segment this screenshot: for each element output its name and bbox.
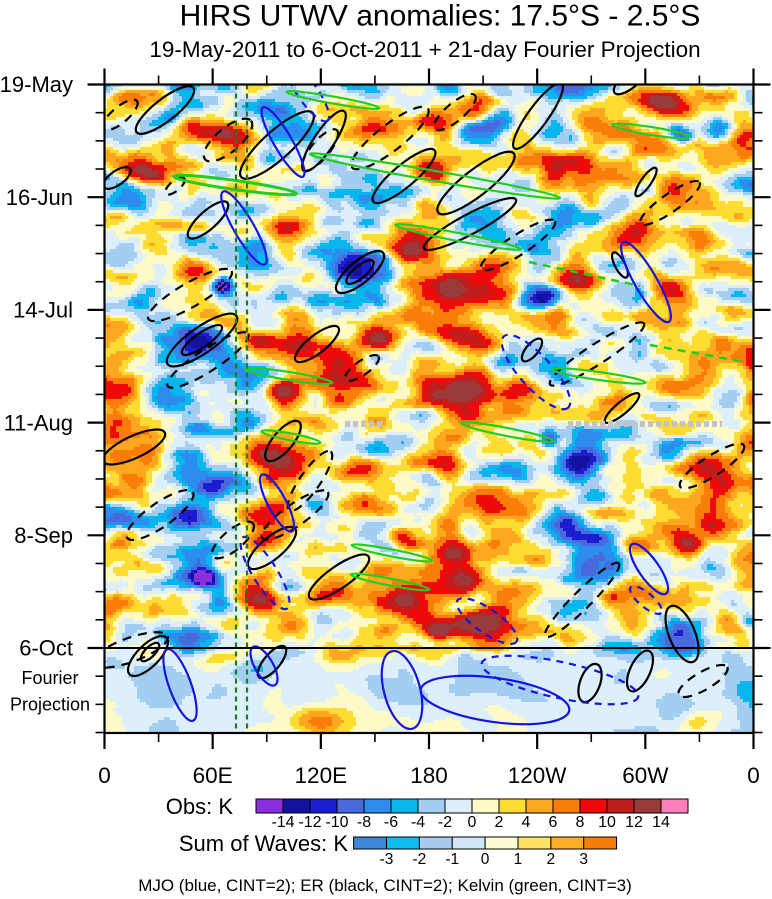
svg-text:Sum of Waves: K: Sum of Waves: K xyxy=(179,831,348,856)
svg-text:14: 14 xyxy=(652,814,670,831)
svg-text:120W: 120W xyxy=(508,763,568,788)
svg-text:-4: -4 xyxy=(411,814,425,831)
svg-text:60E: 60E xyxy=(193,763,233,788)
svg-text:3: 3 xyxy=(579,851,588,868)
svg-text:-8: -8 xyxy=(357,814,371,831)
svg-text:60W: 60W xyxy=(622,763,669,788)
svg-text:0: 0 xyxy=(468,814,477,831)
svg-text:Obs: K: Obs: K xyxy=(166,794,234,819)
svg-text:180: 180 xyxy=(410,763,448,788)
svg-text:-1: -1 xyxy=(445,851,459,868)
svg-text:-2: -2 xyxy=(412,851,426,868)
svg-text:8: 8 xyxy=(576,814,585,831)
svg-text:0: 0 xyxy=(747,763,760,788)
svg-text:-12: -12 xyxy=(298,814,321,831)
svg-text:-10: -10 xyxy=(325,814,348,831)
svg-text:14-Jul: 14-Jul xyxy=(13,298,73,323)
svg-text:2: 2 xyxy=(495,814,504,831)
svg-text:-2: -2 xyxy=(438,814,452,831)
svg-text:120E: 120E xyxy=(295,763,348,788)
svg-text:4: 4 xyxy=(522,814,531,831)
svg-text:6-Oct: 6-Oct xyxy=(19,636,73,661)
svg-text:10: 10 xyxy=(598,814,616,831)
svg-text:0: 0 xyxy=(98,763,111,788)
svg-text:11-Aug: 11-Aug xyxy=(4,410,73,435)
svg-text:16-Jun: 16-Jun xyxy=(6,185,73,210)
svg-text:-6: -6 xyxy=(384,814,398,831)
svg-text:HIRS UTWV anomalies: 17.5°S -: HIRS UTWV anomalies: 17.5°S - 2.5°S xyxy=(180,0,701,33)
svg-text:2: 2 xyxy=(547,851,556,868)
svg-text:Fourier: Fourier xyxy=(21,668,78,688)
svg-text:0: 0 xyxy=(481,851,490,868)
svg-text:-14: -14 xyxy=(271,814,294,831)
svg-text:-3: -3 xyxy=(380,851,394,868)
svg-text:MJO (blue, CINT=2); ER (black,: MJO (blue, CINT=2); ER (black, CINT=2); … xyxy=(138,876,632,895)
svg-text:8-Sep: 8-Sep xyxy=(14,523,73,548)
svg-text:12: 12 xyxy=(625,814,643,831)
svg-text:Projection: Projection xyxy=(10,695,90,715)
svg-text:1: 1 xyxy=(514,851,523,868)
svg-text:19-May: 19-May xyxy=(0,72,73,97)
svg-text:6: 6 xyxy=(549,814,558,831)
svg-text:19-May-2011 to 6-Oct-2011 + 21: 19-May-2011 to 6-Oct-2011 + 21-day Fouri… xyxy=(149,37,700,62)
